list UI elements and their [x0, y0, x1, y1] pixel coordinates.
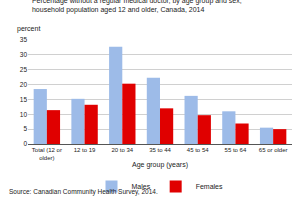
svg-text:Females: Females	[196, 183, 223, 190]
svg-text:Age group (years): Age group (years)	[132, 161, 188, 169]
svg-text:20 to 34: 20 to 34	[111, 147, 133, 153]
svg-text:12 to 19: 12 to 19	[74, 147, 96, 153]
svg-text:10: 10	[20, 111, 28, 118]
svg-text:35 to 44: 35 to 44	[149, 147, 171, 153]
svg-text:5: 5	[23, 125, 27, 132]
svg-text:Total (12 orolder): Total (12 orolder)	[32, 147, 62, 161]
svg-text:30: 30	[20, 51, 28, 58]
svg-text:25: 25	[20, 66, 28, 73]
svg-text:45 to 54: 45 to 54	[187, 147, 209, 153]
svg-text:0: 0	[23, 140, 27, 147]
svg-text:20: 20	[20, 81, 28, 88]
svg-text:Percentage without a regular m: Percentage without a regular medical doc…	[32, 0, 242, 14]
svg-text:35: 35	[20, 36, 28, 43]
svg-text:percent: percent	[17, 25, 40, 33]
svg-text:65 or older: 65 or older	[259, 147, 288, 153]
svg-text:Source: Canadian Community Hea: Source: Canadian Community Health Survey…	[9, 188, 158, 196]
svg-text:55 to 64: 55 to 64	[225, 147, 247, 153]
svg-text:15: 15	[20, 96, 28, 103]
svg-text:Males: Males	[132, 183, 151, 190]
